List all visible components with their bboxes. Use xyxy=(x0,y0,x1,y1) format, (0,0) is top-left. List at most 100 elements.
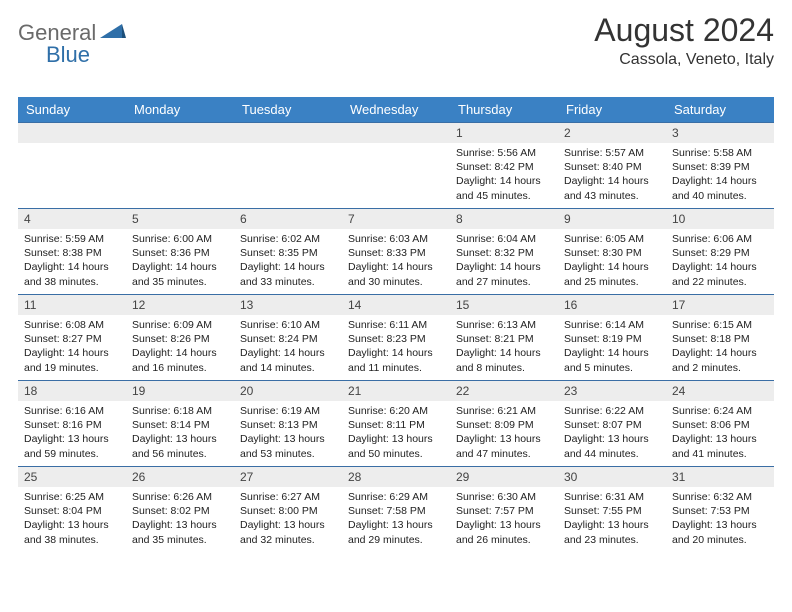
calendar-day-cell: 19Sunrise: 6:18 AMSunset: 8:14 PMDayligh… xyxy=(126,381,234,467)
calendar-day-cell: 26Sunrise: 6:26 AMSunset: 8:02 PMDayligh… xyxy=(126,467,234,553)
calendar-day-cell: 6Sunrise: 6:02 AMSunset: 8:35 PMDaylight… xyxy=(234,209,342,295)
calendar-day-cell: 23Sunrise: 6:22 AMSunset: 8:07 PMDayligh… xyxy=(558,381,666,467)
calendar-week-row: 11Sunrise: 6:08 AMSunset: 8:27 PMDayligh… xyxy=(18,295,774,381)
day-number: 5 xyxy=(126,209,234,229)
calendar-day-cell: 18Sunrise: 6:16 AMSunset: 8:16 PMDayligh… xyxy=(18,381,126,467)
day-details: Sunrise: 6:30 AMSunset: 7:57 PMDaylight:… xyxy=(450,487,558,551)
title-block: August 2024 Cassola, Veneto, Italy xyxy=(594,12,774,69)
calendar-day-cell xyxy=(234,123,342,209)
calendar-day-cell: 14Sunrise: 6:11 AMSunset: 8:23 PMDayligh… xyxy=(342,295,450,381)
day-number: 16 xyxy=(558,295,666,315)
calendar-table: SundayMondayTuesdayWednesdayThursdayFrid… xyxy=(18,97,774,553)
calendar-day-cell: 10Sunrise: 6:06 AMSunset: 8:29 PMDayligh… xyxy=(666,209,774,295)
weekday-row: SundayMondayTuesdayWednesdayThursdayFrid… xyxy=(18,97,774,123)
calendar-day-cell: 4Sunrise: 5:59 AMSunset: 8:38 PMDaylight… xyxy=(18,209,126,295)
calendar-day-cell: 1Sunrise: 5:56 AMSunset: 8:42 PMDaylight… xyxy=(450,123,558,209)
day-number: 30 xyxy=(558,467,666,487)
calendar-day-cell: 27Sunrise: 6:27 AMSunset: 8:00 PMDayligh… xyxy=(234,467,342,553)
day-number: 27 xyxy=(234,467,342,487)
day-number xyxy=(342,123,450,143)
day-details: Sunrise: 6:03 AMSunset: 8:33 PMDaylight:… xyxy=(342,229,450,293)
day-number: 26 xyxy=(126,467,234,487)
day-details: Sunrise: 6:13 AMSunset: 8:21 PMDaylight:… xyxy=(450,315,558,379)
calendar-day-cell: 7Sunrise: 6:03 AMSunset: 8:33 PMDaylight… xyxy=(342,209,450,295)
day-details: Sunrise: 6:05 AMSunset: 8:30 PMDaylight:… xyxy=(558,229,666,293)
calendar-day-cell: 12Sunrise: 6:09 AMSunset: 8:26 PMDayligh… xyxy=(126,295,234,381)
location-text: Cassola, Veneto, Italy xyxy=(594,51,774,69)
day-number: 4 xyxy=(18,209,126,229)
calendar-day-cell: 8Sunrise: 6:04 AMSunset: 8:32 PMDaylight… xyxy=(450,209,558,295)
day-number xyxy=(126,123,234,143)
calendar-day-cell: 25Sunrise: 6:25 AMSunset: 8:04 PMDayligh… xyxy=(18,467,126,553)
day-details: Sunrise: 6:06 AMSunset: 8:29 PMDaylight:… xyxy=(666,229,774,293)
calendar-day-cell xyxy=(18,123,126,209)
day-number: 15 xyxy=(450,295,558,315)
day-number: 2 xyxy=(558,123,666,143)
day-number: 7 xyxy=(342,209,450,229)
day-number: 19 xyxy=(126,381,234,401)
day-number xyxy=(18,123,126,143)
day-details: Sunrise: 5:56 AMSunset: 8:42 PMDaylight:… xyxy=(450,143,558,207)
day-number: 28 xyxy=(342,467,450,487)
calendar-day-cell: 3Sunrise: 5:58 AMSunset: 8:39 PMDaylight… xyxy=(666,123,774,209)
day-details: Sunrise: 5:59 AMSunset: 8:38 PMDaylight:… xyxy=(18,229,126,293)
calendar-day-cell: 24Sunrise: 6:24 AMSunset: 8:06 PMDayligh… xyxy=(666,381,774,467)
calendar-day-cell: 20Sunrise: 6:19 AMSunset: 8:13 PMDayligh… xyxy=(234,381,342,467)
day-details: Sunrise: 6:21 AMSunset: 8:09 PMDaylight:… xyxy=(450,401,558,465)
day-details: Sunrise: 6:11 AMSunset: 8:23 PMDaylight:… xyxy=(342,315,450,379)
calendar-day-cell: 16Sunrise: 6:14 AMSunset: 8:19 PMDayligh… xyxy=(558,295,666,381)
day-number: 13 xyxy=(234,295,342,315)
month-title: August 2024 xyxy=(594,12,774,49)
calendar-day-cell: 31Sunrise: 6:32 AMSunset: 7:53 PMDayligh… xyxy=(666,467,774,553)
calendar-day-cell: 28Sunrise: 6:29 AMSunset: 7:58 PMDayligh… xyxy=(342,467,450,553)
weekday-header: Monday xyxy=(126,97,234,123)
calendar-day-cell: 15Sunrise: 6:13 AMSunset: 8:21 PMDayligh… xyxy=(450,295,558,381)
day-number: 18 xyxy=(18,381,126,401)
day-details: Sunrise: 6:27 AMSunset: 8:00 PMDaylight:… xyxy=(234,487,342,551)
day-details: Sunrise: 6:32 AMSunset: 7:53 PMDaylight:… xyxy=(666,487,774,551)
calendar-day-cell: 9Sunrise: 6:05 AMSunset: 8:30 PMDaylight… xyxy=(558,209,666,295)
day-details: Sunrise: 6:22 AMSunset: 8:07 PMDaylight:… xyxy=(558,401,666,465)
day-details: Sunrise: 6:16 AMSunset: 8:16 PMDaylight:… xyxy=(18,401,126,465)
day-details: Sunrise: 6:31 AMSunset: 7:55 PMDaylight:… xyxy=(558,487,666,551)
day-number: 25 xyxy=(18,467,126,487)
calendar-week-row: 1Sunrise: 5:56 AMSunset: 8:42 PMDaylight… xyxy=(18,123,774,209)
header-row: General August 2024 Cassola, Veneto, Ita… xyxy=(18,12,774,69)
brand-blue: Blue xyxy=(46,42,90,67)
day-details: Sunrise: 6:08 AMSunset: 8:27 PMDaylight:… xyxy=(18,315,126,379)
day-number: 14 xyxy=(342,295,450,315)
day-details: Sunrise: 6:09 AMSunset: 8:26 PMDaylight:… xyxy=(126,315,234,379)
day-number: 6 xyxy=(234,209,342,229)
calendar-day-cell: 22Sunrise: 6:21 AMSunset: 8:09 PMDayligh… xyxy=(450,381,558,467)
day-details: Sunrise: 5:58 AMSunset: 8:39 PMDaylight:… xyxy=(666,143,774,207)
calendar-page: General August 2024 Cassola, Veneto, Ita… xyxy=(0,0,792,565)
day-details: Sunrise: 6:14 AMSunset: 8:19 PMDaylight:… xyxy=(558,315,666,379)
day-number: 20 xyxy=(234,381,342,401)
day-details: Sunrise: 6:20 AMSunset: 8:11 PMDaylight:… xyxy=(342,401,450,465)
calendar-day-cell: 21Sunrise: 6:20 AMSunset: 8:11 PMDayligh… xyxy=(342,381,450,467)
calendar-week-row: 4Sunrise: 5:59 AMSunset: 8:38 PMDaylight… xyxy=(18,209,774,295)
weekday-header: Wednesday xyxy=(342,97,450,123)
day-details: Sunrise: 6:15 AMSunset: 8:18 PMDaylight:… xyxy=(666,315,774,379)
day-number: 8 xyxy=(450,209,558,229)
calendar-day-cell: 11Sunrise: 6:08 AMSunset: 8:27 PMDayligh… xyxy=(18,295,126,381)
day-number: 12 xyxy=(126,295,234,315)
day-details: Sunrise: 6:25 AMSunset: 8:04 PMDaylight:… xyxy=(18,487,126,551)
brand-triangle-icon xyxy=(100,22,126,45)
calendar-week-row: 18Sunrise: 6:16 AMSunset: 8:16 PMDayligh… xyxy=(18,381,774,467)
day-details: Sunrise: 6:04 AMSunset: 8:32 PMDaylight:… xyxy=(450,229,558,293)
calendar-day-cell: 5Sunrise: 6:00 AMSunset: 8:36 PMDaylight… xyxy=(126,209,234,295)
calendar-day-cell: 29Sunrise: 6:30 AMSunset: 7:57 PMDayligh… xyxy=(450,467,558,553)
calendar-day-cell: 17Sunrise: 6:15 AMSunset: 8:18 PMDayligh… xyxy=(666,295,774,381)
day-details: Sunrise: 6:26 AMSunset: 8:02 PMDaylight:… xyxy=(126,487,234,551)
day-details: Sunrise: 6:18 AMSunset: 8:14 PMDaylight:… xyxy=(126,401,234,465)
calendar-head: SundayMondayTuesdayWednesdayThursdayFrid… xyxy=(18,97,774,123)
day-details: Sunrise: 6:29 AMSunset: 7:58 PMDaylight:… xyxy=(342,487,450,551)
day-number: 23 xyxy=(558,381,666,401)
calendar-day-cell: 30Sunrise: 6:31 AMSunset: 7:55 PMDayligh… xyxy=(558,467,666,553)
day-number: 31 xyxy=(666,467,774,487)
day-details: Sunrise: 6:19 AMSunset: 8:13 PMDaylight:… xyxy=(234,401,342,465)
weekday-header: Thursday xyxy=(450,97,558,123)
day-number: 3 xyxy=(666,123,774,143)
day-number: 24 xyxy=(666,381,774,401)
